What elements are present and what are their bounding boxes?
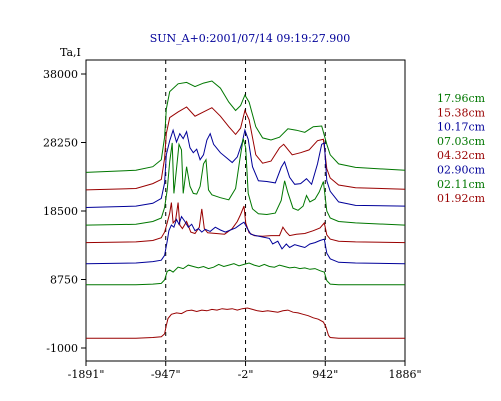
x-tick-label-4: 1886" — [388, 368, 421, 381]
legend-entry-0: 17.96cm — [437, 92, 486, 105]
series-group — [85, 80, 406, 339]
y-tick-label-3: 28250 — [43, 137, 78, 150]
y-tick-label-1: 8750 — [50, 274, 78, 287]
legend-entry-1: 15.38cm — [437, 106, 486, 119]
series-line-2 — [85, 128, 406, 208]
legend-entry-3: 07.03cm — [437, 135, 486, 148]
legend-entry-2: 10.17cm — [437, 121, 486, 134]
y-axis-label: Ta,I — [60, 46, 81, 59]
series-line-7 — [86, 307, 405, 339]
x-tick-label-1: -947" — [151, 368, 181, 381]
series-line-1 — [85, 106, 406, 191]
y-tick-label-0: -1000 — [46, 342, 78, 355]
y-tick-label-2: 18500 — [43, 205, 78, 218]
series-line-4 — [85, 202, 406, 244]
chart-title: SUN_A+0:2001/07/14 09:19:27.900 — [150, 32, 351, 45]
legend-entry-4: 04.32cm — [437, 149, 486, 162]
y-tick-label-4: 38000 — [43, 68, 78, 81]
y-axis-ticks: -1000 8750 18500 28250 38000 — [43, 68, 86, 355]
legend-entry-6: 02.11cm — [437, 178, 486, 191]
legend-entry-5: 02.90cm — [437, 164, 486, 177]
plot-frame — [85, 59, 406, 362]
series-line-3 — [85, 138, 406, 226]
x-axis-ticks: -1891" -947" -2" 942" 1886" — [68, 361, 422, 381]
legend-entry-7: 01.92cm — [437, 192, 486, 205]
reference-lines — [165, 60, 326, 361]
series-line-0 — [85, 80, 406, 173]
x-tick-label-3: 942" — [312, 368, 338, 381]
series-line-5 — [85, 215, 406, 265]
x-tick-label-2: -2" — [238, 368, 254, 381]
x-tick-label-0: -1891" — [68, 368, 105, 381]
series-line-6 — [86, 262, 405, 286]
